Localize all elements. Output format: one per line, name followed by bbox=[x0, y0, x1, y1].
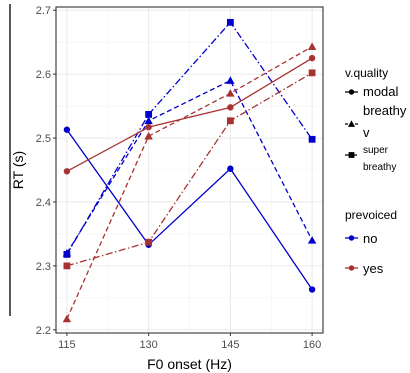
legend-key-marker-triangle bbox=[347, 120, 356, 127]
data-point-yes-modal bbox=[145, 123, 152, 131]
data-point-yes-breathy bbox=[226, 89, 235, 97]
data-point-no-superbreathy bbox=[145, 110, 153, 118]
x-tick-label: 130 bbox=[139, 339, 157, 351]
legend-label-v-quality: modal bbox=[363, 84, 399, 99]
x-tick-label: 115 bbox=[58, 339, 76, 351]
y-tick-label: 2.6 bbox=[36, 69, 51, 81]
data-point-yes-breathy bbox=[62, 314, 72, 323]
legend-label-v-quality: breathy bbox=[363, 162, 396, 173]
x-tick-label: 145 bbox=[221, 339, 239, 351]
data-point-yes-superbreathy bbox=[145, 238, 153, 246]
data-point-no-breathy bbox=[144, 116, 153, 125]
y-tick-label: 2.3 bbox=[36, 261, 51, 273]
series-line-no-superbreathy bbox=[66, 21, 313, 255]
data-point-yes-breathy bbox=[307, 42, 317, 50]
data-point-yes-breathy bbox=[144, 131, 153, 140]
legend: v.quality modal breathy v super breathy prevoi… bbox=[345, 66, 407, 276]
y-tick-label: 2.5 bbox=[36, 133, 51, 145]
data-point-yes-superbreathy bbox=[226, 117, 234, 125]
data-point-no-breathy bbox=[226, 76, 235, 84]
legend-label-v-quality: v bbox=[363, 125, 370, 140]
data-point-yes-modal bbox=[308, 54, 316, 62]
series-line-no-modal bbox=[66, 129, 313, 290]
legend-key-marker-circle bbox=[348, 89, 355, 95]
data-point-no-breathy bbox=[307, 236, 317, 244]
y-tick-label: 2.2 bbox=[36, 325, 51, 337]
legend-label-v-quality: super bbox=[363, 145, 389, 156]
data-point-no-modal bbox=[227, 165, 234, 172]
legend-label-prevoiced-no: no bbox=[363, 231, 377, 246]
x-tick-label: 160 bbox=[303, 339, 321, 351]
axes: 2.2 2.3 2.4 2.5 2.6 2.7 115 130 145 160 F0 onset (… bbox=[10, 5, 324, 372]
series-line-yes-superbreathy bbox=[66, 72, 313, 267]
data-point-yes-superbreathy bbox=[308, 69, 316, 77]
legend-key-marker-no bbox=[348, 235, 355, 241]
data-point-no-modal bbox=[308, 286, 316, 293]
series-line-yes-breathy bbox=[66, 46, 313, 320]
legend-label-prevoiced-yes: yes bbox=[363, 261, 384, 276]
y-tick-label: 2.4 bbox=[36, 197, 51, 209]
legend-key-marker-square bbox=[348, 152, 355, 158]
plot-area bbox=[56, 7, 323, 333]
data-point-no-superbreathy bbox=[226, 18, 234, 26]
y-axis-title: RT (s) bbox=[10, 151, 26, 189]
plot-border bbox=[55, 6, 324, 334]
x-axis-title: F0 onset (Hz) bbox=[147, 356, 232, 372]
legend-label-v-quality: breathy bbox=[363, 103, 407, 118]
data-point-no-superbreathy bbox=[63, 250, 71, 258]
legend-title-prevoiced: prevoiced bbox=[345, 208, 397, 222]
data-point-yes-superbreathy bbox=[63, 262, 71, 270]
y-tick-label: 2.7 bbox=[36, 5, 51, 17]
legend-key-marker-yes bbox=[348, 265, 355, 271]
data-point-no-modal bbox=[63, 126, 71, 133]
series-line-no-breathy bbox=[66, 79, 313, 254]
series-line-yes-modal bbox=[66, 57, 313, 172]
data-point-no-superbreathy bbox=[308, 135, 316, 143]
data-point-yes-modal bbox=[227, 104, 234, 111]
data-point-yes-modal bbox=[63, 168, 71, 175]
legend-title-v-quality: v.quality bbox=[345, 66, 388, 80]
